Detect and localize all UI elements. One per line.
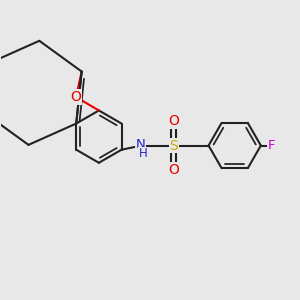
Text: O: O xyxy=(168,114,179,128)
Text: O: O xyxy=(168,163,179,177)
Text: S: S xyxy=(169,139,178,152)
Text: O: O xyxy=(70,90,82,104)
Text: H: H xyxy=(139,147,148,160)
Text: N: N xyxy=(135,138,145,151)
Text: F: F xyxy=(268,139,276,152)
